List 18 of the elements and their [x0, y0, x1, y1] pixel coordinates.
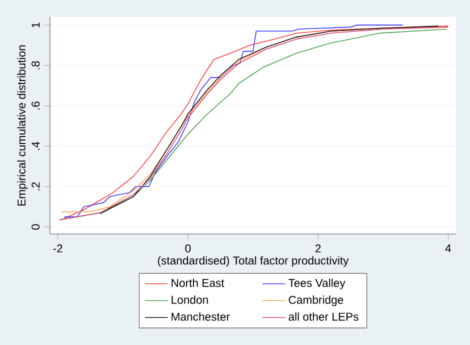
x-tick-label: 0	[185, 244, 191, 252]
legend-label: Tees Valley	[288, 278, 346, 290]
legend-label: North East	[172, 278, 224, 287]
x-tick-label: 4	[445, 244, 452, 252]
y-tick-label: .2	[32, 182, 40, 190]
x-axis-title: (standardised) Total factor productivity	[158, 256, 349, 267]
x-tick-label: -2	[53, 244, 62, 252]
legend-label: London	[172, 296, 208, 304]
legend-label: all other LEPs	[288, 312, 358, 321]
y-tick-label: .4	[32, 142, 40, 150]
y-tick-label: .6	[32, 102, 40, 110]
y-tick-label: 0	[32, 224, 40, 230]
y-tick-label: .8	[32, 61, 40, 70]
x-tick-label: 2	[315, 244, 321, 252]
legend-label: Cambridge	[288, 296, 344, 306]
y-axis-title: Empirical cumulative distribution	[17, 45, 28, 206]
y-tick-label: 1	[32, 22, 40, 28]
legend-label: Manchester	[172, 312, 230, 321]
